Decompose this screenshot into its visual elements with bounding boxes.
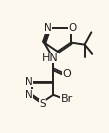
Text: N: N — [43, 23, 51, 33]
Text: Br: Br — [61, 94, 73, 104]
Text: S: S — [39, 99, 46, 109]
Text: O: O — [62, 69, 71, 79]
Text: N: N — [25, 90, 33, 100]
Text: O: O — [69, 23, 77, 33]
Text: N: N — [25, 76, 33, 86]
Text: HN: HN — [42, 53, 58, 63]
